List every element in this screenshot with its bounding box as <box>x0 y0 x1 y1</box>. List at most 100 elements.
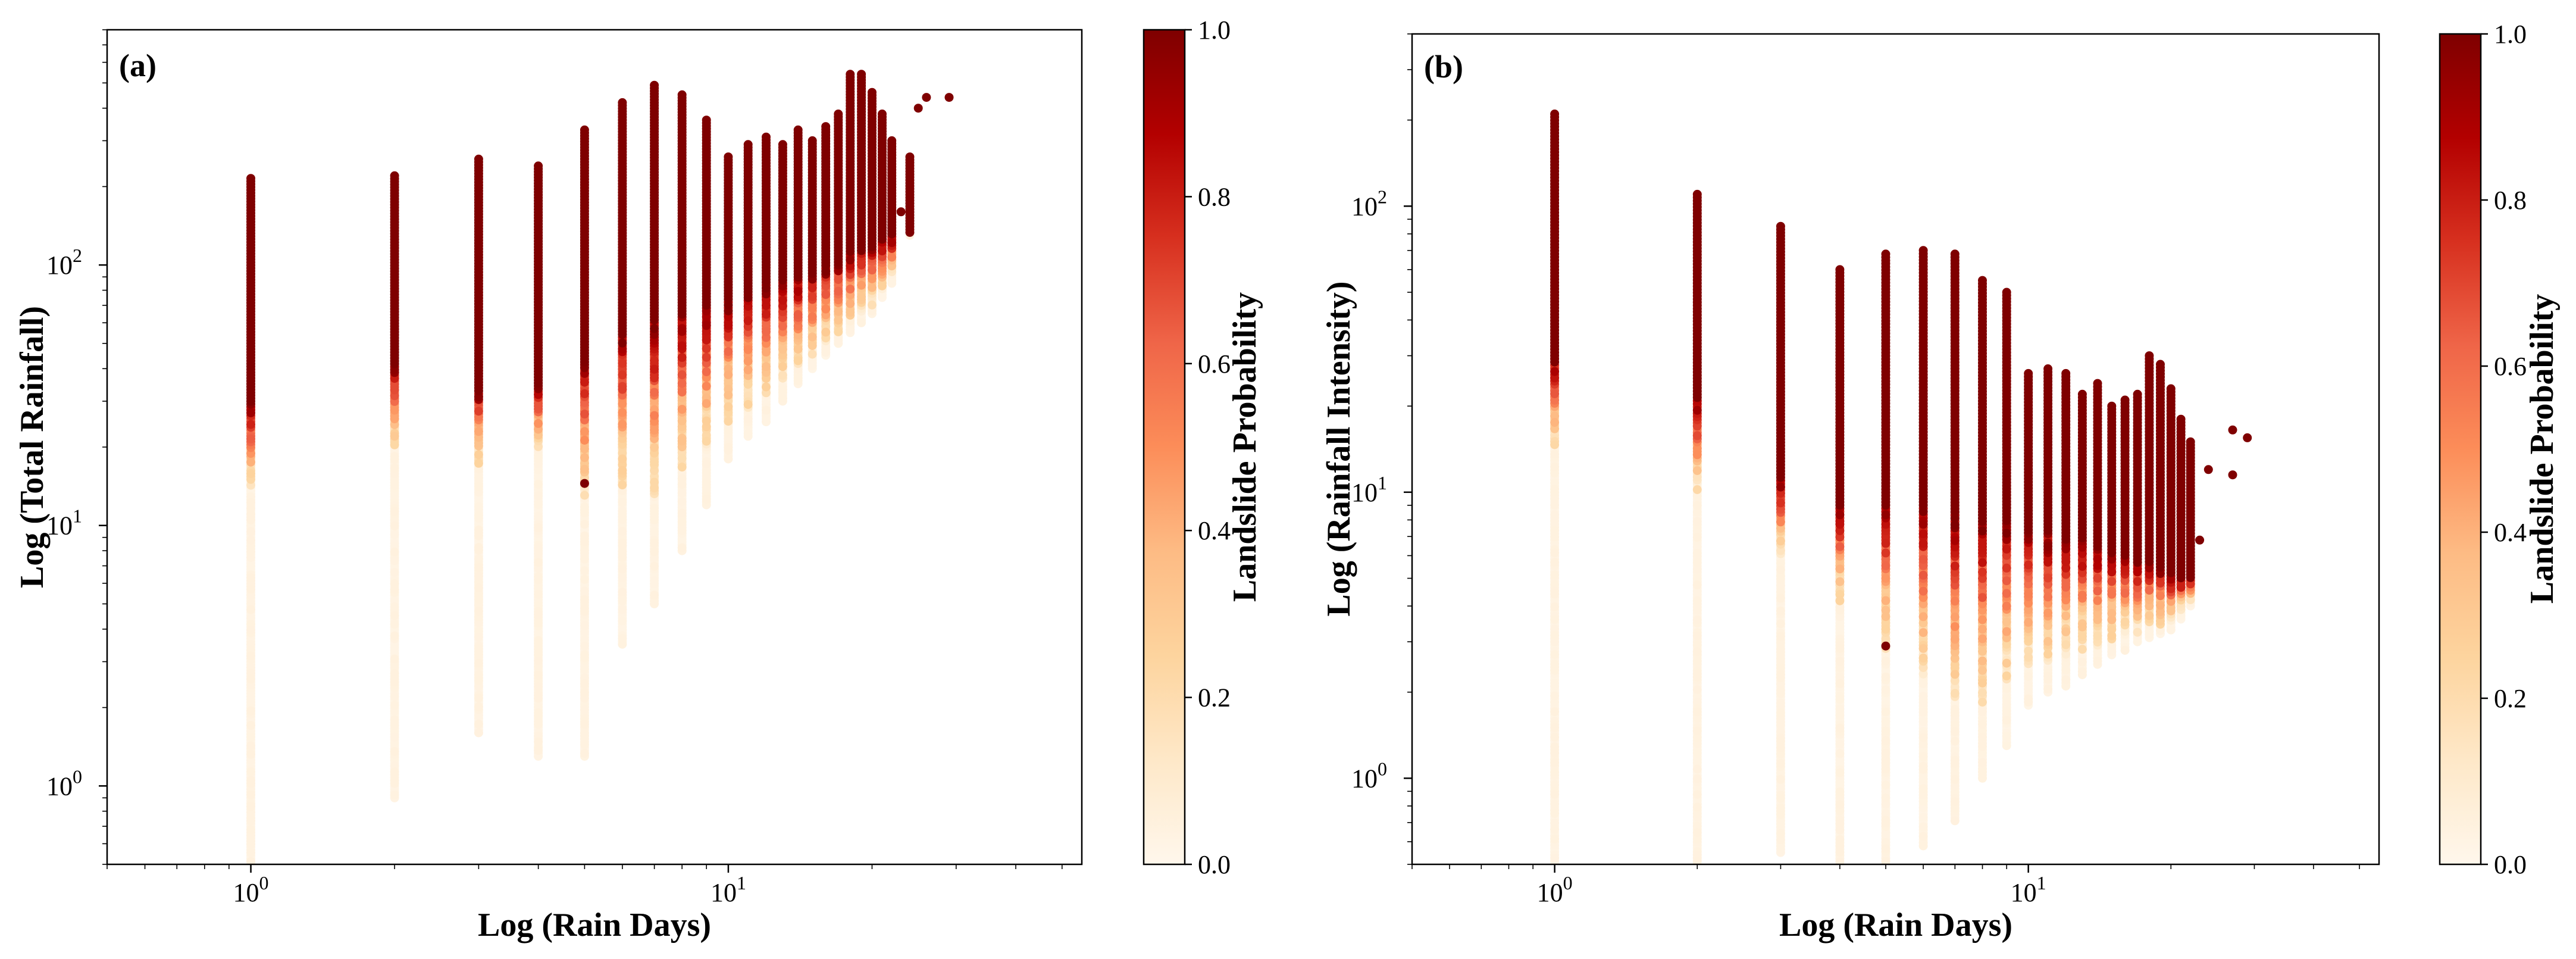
point-b-4-92 <box>1881 748 1890 758</box>
point-a-4-84 <box>580 604 589 613</box>
point-b-0-84 <box>1550 853 1560 863</box>
point-a-10-26 <box>743 365 753 374</box>
point-b-1-85 <box>1692 596 1702 605</box>
point-b-2-77 <box>1776 663 1785 673</box>
point-b-7-51 <box>1978 624 1987 634</box>
point-a-10-101 <box>743 140 753 149</box>
point-b-3-88 <box>1835 825 1845 835</box>
point-b-2-106 <box>1776 517 1785 527</box>
point-a-1-106 <box>390 677 399 687</box>
point-b-1-73 <box>1692 809 1702 819</box>
point-b-2-81 <box>1776 810 1785 819</box>
point-b-11-24 <box>2061 611 2071 621</box>
point-b-2-57 <box>1776 654 1785 663</box>
point-a-8-19 <box>702 494 711 504</box>
point-a-4-87 <box>580 688 589 697</box>
point-b-0-143 <box>1550 418 1560 427</box>
point-a-1-118 <box>390 463 399 473</box>
point-a-19-76 <box>868 88 877 97</box>
point-b-5-57 <box>1918 669 1928 679</box>
point-b-8-50 <box>2002 601 2011 611</box>
point-b-3-119 <box>1835 542 1845 551</box>
point-a-17-10 <box>846 308 855 317</box>
point-a-14-27 <box>807 292 817 301</box>
point-b-5-19 <box>1918 803 1928 813</box>
point-b-0-95 <box>1550 494 1560 504</box>
extra-point-a-4 <box>896 207 906 217</box>
point-a-1-79 <box>390 732 399 742</box>
point-b-7-66 <box>1978 593 1987 602</box>
point-b-11-11 <box>2061 649 2071 659</box>
point-b-6-178 <box>1950 249 1960 259</box>
point-a-4-57 <box>580 705 589 714</box>
point-a-6-37 <box>650 561 659 571</box>
point-a-21-11 <box>887 252 897 262</box>
point-a-1-110 <box>390 631 399 641</box>
point-a-1-85 <box>390 701 399 710</box>
point-b-6-54 <box>1950 654 1960 663</box>
point-a-3-204 <box>534 161 543 171</box>
point-a-0-104 <box>246 825 255 835</box>
point-b-1-108 <box>1692 647 1702 657</box>
point-b-7-9 <box>1978 748 1987 758</box>
point-b-0-110 <box>1550 570 1560 580</box>
point-a-1-95 <box>390 602 399 611</box>
point-a-17-18 <box>846 285 855 294</box>
point-b-2-87 <box>1776 632 1785 641</box>
point-a-19-11 <box>868 283 877 292</box>
point-a-0-106 <box>246 767 255 776</box>
point-a-9-8 <box>724 454 733 464</box>
point-b-3-80 <box>1835 787 1845 796</box>
point-a-8-56 <box>702 344 711 354</box>
point-b-5-105 <box>1918 520 1928 529</box>
point-b-2-48 <box>1776 679 1785 689</box>
point-b-7-68 <box>1978 567 1987 577</box>
point-a-0-117 <box>246 573 255 583</box>
point-b-1-109 <box>1692 802 1702 812</box>
point-b-4-91 <box>1881 657 1890 666</box>
point-b-8-62 <box>2002 563 2011 573</box>
point-b-6-95 <box>1950 520 1960 529</box>
point-b-1-131 <box>1692 443 1702 453</box>
point-a-7-59 <box>677 388 687 397</box>
scatter-points-a <box>246 70 954 864</box>
point-b-0-127 <box>1550 589 1560 599</box>
point-b-0-100 <box>1550 488 1560 497</box>
point-b-11-29 <box>2061 595 2071 605</box>
point-b-4-123 <box>1881 561 1890 570</box>
point-a-0-125 <box>246 802 255 811</box>
point-b-0-85 <box>1550 500 1560 510</box>
point-a-10-21 <box>743 400 753 409</box>
point-a-9-24 <box>724 402 733 411</box>
point-b-5-187 <box>1918 246 1928 255</box>
point-a-5-187 <box>618 98 627 107</box>
point-a-13-28 <box>793 310 803 319</box>
point-b-10-36 <box>2043 580 2053 589</box>
point-a-6-85 <box>650 356 659 366</box>
point-a-3-67 <box>534 491 543 501</box>
point-b-4-116 <box>1881 574 1890 583</box>
point-a-19-17 <box>868 265 877 275</box>
point-b-2-89 <box>1776 565 1785 574</box>
point-a-6-54 <box>650 457 659 467</box>
point-b-1-105 <box>1692 615 1702 624</box>
point-b-4-32 <box>1881 787 1890 796</box>
point-b-8-18 <box>2002 706 2011 716</box>
point-b-0-72 <box>1550 819 1560 828</box>
point-a-4-125 <box>580 410 589 419</box>
point-b-5-24 <box>1918 717 1928 726</box>
point-a-4-51 <box>580 641 589 651</box>
panel-label-a: (a) <box>119 48 156 83</box>
point-a-7-55 <box>677 405 687 414</box>
point-b-0-58 <box>1550 698 1560 707</box>
point-a-2-78 <box>474 571 483 581</box>
point-b-8-64 <box>2002 544 2011 554</box>
point-b-8-60 <box>2002 551 2011 560</box>
point-a-3-103 <box>534 746 543 755</box>
point-b-6-80 <box>1950 574 1960 583</box>
point-b-7-37 <box>1978 679 1987 688</box>
point-b-11-8 <box>2061 659 2071 669</box>
point-a-2-90 <box>474 658 483 668</box>
point-a-6-14 <box>650 579 659 588</box>
